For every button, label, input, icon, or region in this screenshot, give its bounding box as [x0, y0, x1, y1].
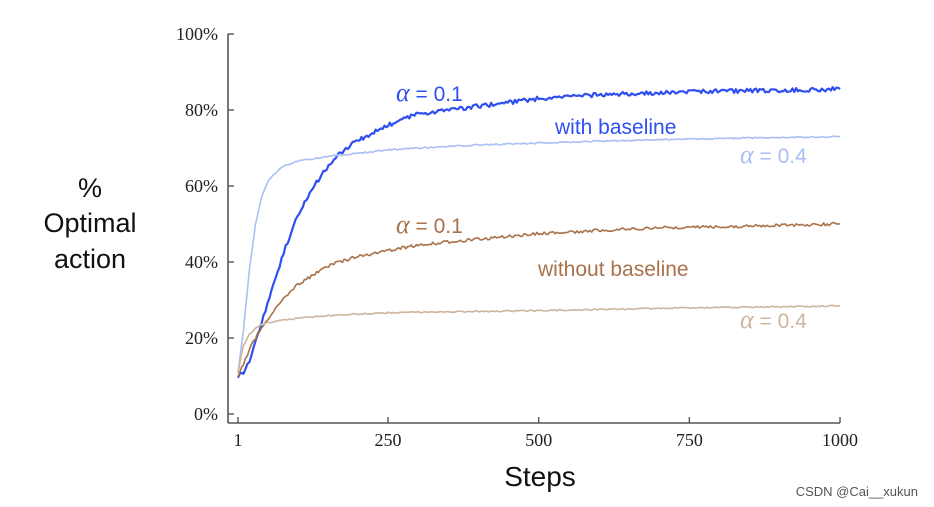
- x-tick-label: 500: [525, 430, 552, 450]
- axes: [227, 34, 840, 424]
- alpha-symbol: α: [396, 78, 411, 107]
- annotation-wb-alpha04: α = 0.4: [740, 140, 807, 169]
- watermark: CSDN @Cai__xukun: [795, 484, 918, 499]
- annotation-wb-alpha01: α = 0.1: [396, 78, 463, 107]
- annotation-nb-alpha01: α = 0.1: [396, 210, 463, 239]
- x-axis-label: Steps: [504, 461, 576, 492]
- x-tick-label: 1: [234, 430, 243, 450]
- series-line-nb01: [237, 221, 841, 378]
- annotations: α = 0.1 with baseline α = 0.4 α = 0.1 wi…: [396, 78, 807, 334]
- y-tick-label: 20%: [185, 328, 218, 348]
- y-axis-label-line-1: %: [78, 173, 102, 203]
- y-axis-label: % Optimal action: [43, 173, 136, 274]
- annotation-without-baseline: without baseline: [537, 258, 689, 281]
- y-tick-label: 80%: [185, 100, 218, 120]
- alpha-symbol: α: [740, 140, 755, 169]
- alpha-symbol: α: [396, 210, 411, 239]
- y-tick-label: 100%: [176, 24, 218, 44]
- y-tick-label: 60%: [185, 176, 218, 196]
- alpha-value: = 0.4: [754, 310, 807, 333]
- alpha-value: = 0.1: [410, 83, 463, 106]
- annotation-with-baseline: with baseline: [554, 116, 676, 139]
- series-line-nb04: [237, 304, 841, 373]
- series-line-wb04: [237, 135, 841, 373]
- y-axis-label-line-2: Optimal: [43, 208, 136, 238]
- series-line-wb01: [236, 86, 841, 379]
- x-tick-label: 1000: [822, 430, 858, 450]
- alpha-symbol: α: [740, 305, 755, 334]
- x-tick-label: 750: [676, 430, 703, 450]
- alpha-value: = 0.4: [754, 145, 807, 168]
- y-axis-label-line-3: action: [54, 244, 126, 274]
- alpha-value: = 0.1: [410, 215, 463, 238]
- y-tick-label: 40%: [185, 252, 218, 272]
- x-tick-label: 250: [375, 430, 402, 450]
- annotation-nb-alpha04: α = 0.4: [740, 305, 807, 334]
- y-tick-label: 0%: [194, 404, 218, 424]
